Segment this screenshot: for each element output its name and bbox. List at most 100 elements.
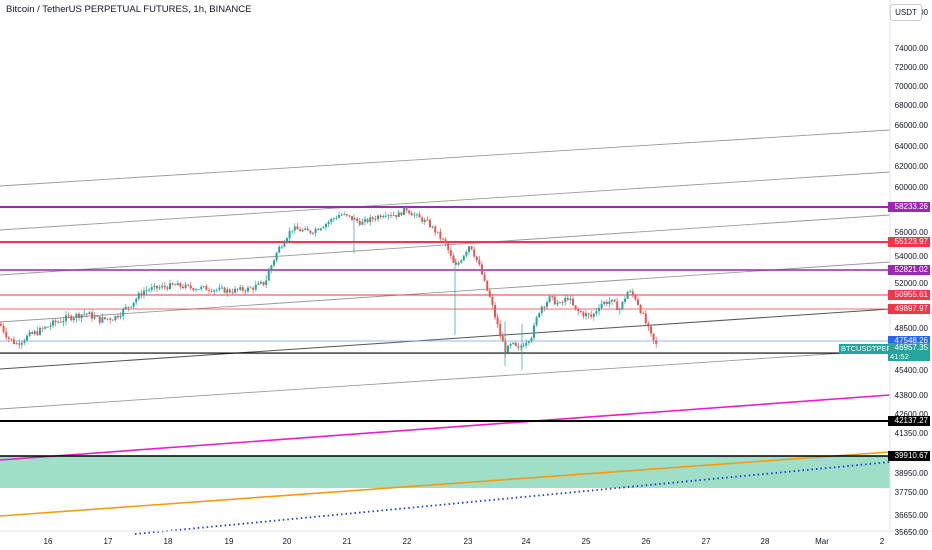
price-axis-label: 42600.00 (895, 410, 929, 419)
candle-body (39, 328, 41, 335)
candle-body (210, 290, 213, 292)
candle-body (382, 216, 385, 218)
time-axis-label: 24 (522, 537, 531, 546)
candle-body (460, 260, 463, 263)
time-axis-label: 25 (582, 537, 591, 546)
candle-body (158, 287, 161, 289)
candle-body (247, 287, 249, 292)
candle-body (478, 260, 481, 265)
candle-body (241, 287, 244, 291)
time-axis-label: 16 (44, 537, 53, 546)
candle-body (41, 328, 44, 329)
candle-body (78, 313, 80, 319)
candle-body (325, 223, 327, 228)
candle-body (85, 313, 88, 315)
candle-body (551, 296, 554, 298)
candle-body (353, 218, 356, 220)
candle-body (143, 290, 145, 296)
candle-body (501, 336, 504, 342)
candle-body (124, 306, 127, 309)
candle-body (626, 291, 629, 299)
candle-body (262, 282, 265, 286)
candle-body (561, 302, 564, 304)
magenta-trend-line (0, 394, 891, 461)
price-axis-label: 38950.00 (895, 469, 929, 478)
candle-body (111, 319, 114, 321)
candle-body (119, 315, 122, 318)
candle-body (192, 288, 195, 291)
candle-body (616, 301, 619, 310)
candle-body (153, 285, 156, 288)
candle-body (418, 214, 421, 218)
candle-body (223, 287, 226, 293)
candle-body (514, 342, 517, 346)
candle-body (509, 343, 512, 346)
candle-body (631, 291, 634, 295)
candle-body (98, 316, 101, 323)
candle-body (23, 340, 26, 343)
candle-body (265, 280, 268, 286)
candle-body (195, 289, 197, 291)
candle-body (525, 342, 528, 346)
channel-line (0, 129, 891, 187)
candle-body (200, 286, 203, 290)
candle-body (553, 296, 556, 305)
candle-body (449, 250, 452, 256)
candle-body (127, 306, 130, 308)
candle-body (366, 219, 369, 223)
candle-body (83, 313, 86, 315)
candle-body (358, 220, 361, 225)
candle-body (642, 313, 645, 314)
candle-body (410, 213, 413, 216)
time-axis-label: 2 (880, 537, 885, 546)
candle-body (403, 207, 405, 216)
candle-body (559, 302, 561, 304)
price-axis-label: 68000.00 (895, 101, 929, 110)
price-axis-label: 66000.00 (895, 121, 929, 130)
candle-body (611, 299, 613, 302)
candle-body (488, 290, 491, 297)
price-axis-label: 56000.00 (895, 228, 929, 237)
candle-body (270, 265, 273, 271)
support-zone (0, 456, 890, 488)
price-axis-label: 72000.00 (895, 63, 929, 72)
candle-body (494, 305, 496, 318)
channel-line (0, 349, 891, 410)
candle-body (465, 251, 468, 256)
trend-line (0, 308, 891, 370)
candle-body (54, 320, 57, 323)
candle-body (28, 332, 31, 336)
candle-body (634, 294, 637, 300)
candle-body (345, 214, 348, 216)
candle-body (20, 342, 23, 345)
price-axis-label: 62000.00 (895, 162, 929, 171)
candle-body (283, 242, 286, 247)
candle-body (202, 286, 205, 287)
time-axis-label: 20 (283, 537, 292, 546)
candle-body (520, 346, 522, 348)
candle-body (231, 292, 234, 294)
candle-body (205, 286, 208, 291)
candle-body (187, 284, 190, 286)
candle-body (36, 331, 39, 335)
price-tag: 50955.61 (888, 290, 930, 300)
candle-body (15, 343, 18, 345)
currency-button[interactable]: USDT (890, 4, 922, 21)
candle-body (585, 313, 587, 317)
candle-body (348, 215, 351, 217)
price-tag: 49897.97 (888, 304, 930, 314)
candle-body (228, 289, 231, 293)
price-tag: 55123.97 (888, 237, 930, 247)
candle-body (369, 217, 372, 223)
candle-body (639, 304, 642, 314)
price-axis-label: 70000.00 (895, 82, 929, 91)
candle-body (517, 345, 520, 348)
price-axis-label: 41350.00 (895, 429, 929, 438)
candle-body (416, 214, 418, 216)
candle-body (600, 303, 603, 308)
candle-body (590, 314, 593, 317)
time-axis-label: 28 (761, 537, 770, 546)
candle-body (595, 311, 598, 314)
